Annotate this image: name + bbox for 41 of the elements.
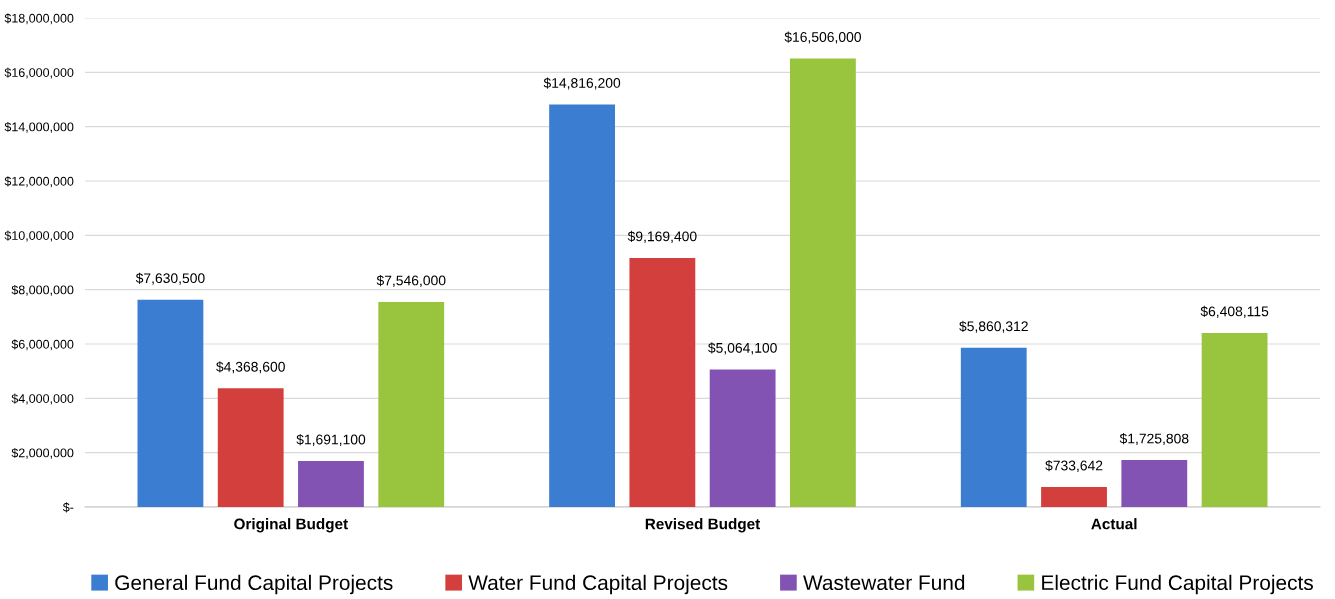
data-label: $16,506,000 [784,31,861,44]
data-label: $1,691,100 [296,434,366,447]
bar [1121,460,1188,507]
data-label: $14,816,200 [543,77,621,90]
y-tick-label: $14,000,000 [4,121,74,133]
bar [378,302,445,507]
legend-label: Electric Fund Capital Projects [1042,574,1313,595]
bar [217,388,284,507]
bar [790,58,856,507]
y-tick-label: $2,000,000 [11,447,74,459]
data-label: $733,642 [1045,460,1103,473]
y-tick-label: $- [62,502,74,513]
data-label: $1,725,808 [1119,433,1189,446]
x-tick-label: Original Budget [234,518,348,533]
bar [709,369,776,507]
data-label: $5,064,100 [708,342,777,355]
bar [549,104,615,507]
data-label: $6,408,115 [1200,305,1269,318]
data-label: $7,546,000 [376,274,446,288]
y-tick-label: $18,000,000 [4,13,74,25]
legend-label: Water Fund Capital Projects [468,574,728,595]
bar [629,257,696,507]
x-tick-label: Revised Budget [645,518,761,533]
legend-label: General Fund Capital Projects [115,574,393,595]
y-tick-label: $16,000,000 [4,67,74,79]
y-tick-label: $6,000,000 [11,339,74,351]
bar [960,347,1027,507]
data-label: $4,368,600 [216,361,285,374]
bar [137,299,204,507]
data-label: $5,860,312 [959,320,1028,333]
data-label: $9,169,400 [627,230,697,243]
bar [1041,487,1107,507]
y-tick-label: $12,000,000 [4,176,74,188]
y-tick-label: $4,000,000 [11,393,74,405]
y-tick-label: $8,000,000 [11,284,74,296]
y-tick-label: $10,000,000 [4,230,74,242]
legend-label: Wastewater Fund [803,574,965,591]
bar [298,461,364,507]
bar [1201,332,1268,507]
x-tick-label: Actual [1091,518,1137,530]
data-label: $7,630,500 [135,272,205,285]
